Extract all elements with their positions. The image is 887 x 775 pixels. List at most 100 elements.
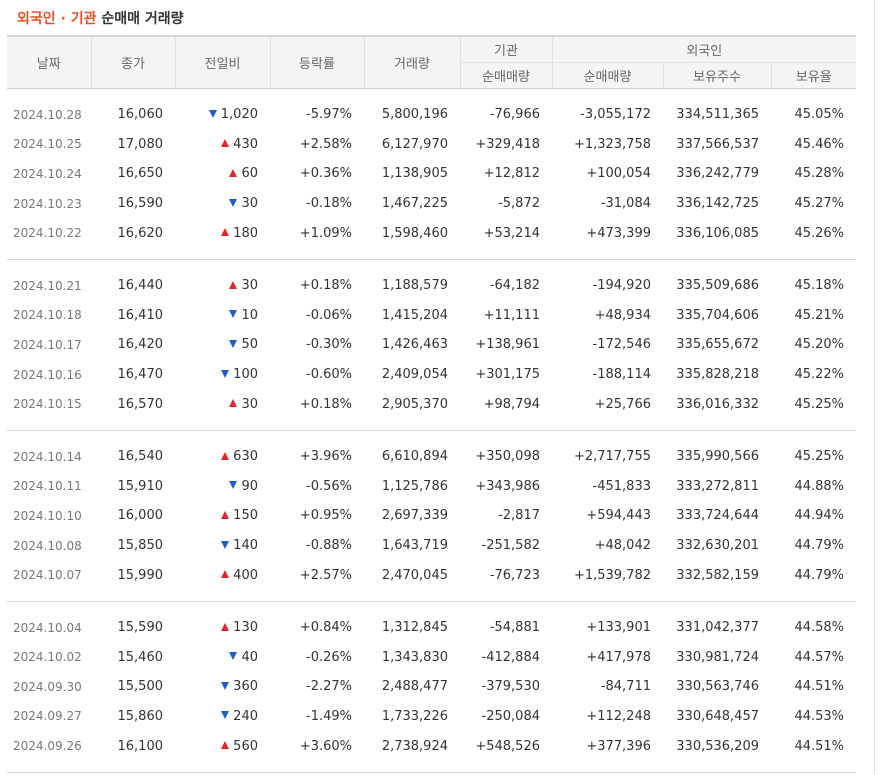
foreign-ratio-cell: 45.27% xyxy=(794,196,845,212)
group-divider xyxy=(7,772,857,773)
volume-cell: 2,409,054 xyxy=(381,367,448,383)
divider-cell xyxy=(7,772,857,773)
foreign-holdings-cell: 330,981,724 xyxy=(676,649,759,665)
institution-net-cell: +98,794 xyxy=(483,396,540,412)
date-cell: 2024.10.21 xyxy=(13,278,82,293)
rate-cell: +3.60% xyxy=(299,738,352,754)
change-cell: 10 xyxy=(175,301,270,331)
foreign-ratio-cell: 45.22% xyxy=(794,367,845,383)
close-cell: 15,850 xyxy=(117,538,164,554)
foreign-ratio-cell: 45.21% xyxy=(794,307,845,323)
table-row: 2024.10.10 16,000 150 +0.95% 2,697,339 -2,817… xyxy=(7,501,856,531)
arrow-up-icon xyxy=(221,741,230,750)
group-divider xyxy=(7,259,857,260)
foreign-holdings-cell: 336,242,779 xyxy=(676,166,759,182)
institution-net-cell: -76,966 xyxy=(489,107,540,123)
volume-cell: 2,738,924 xyxy=(381,738,448,754)
change-value: 10 xyxy=(241,307,258,323)
foreign-net-cell: +417,978 xyxy=(586,649,651,665)
change-value: 100 xyxy=(233,367,258,383)
change-cell: 240 xyxy=(175,702,270,732)
arrow-up-icon xyxy=(229,280,238,289)
institution-net-cell: +350,098 xyxy=(475,449,540,465)
close-cell: 15,460 xyxy=(117,649,164,665)
table-row: 2024.10.21 16,440 30 +0.18% 1,188,579 -64,182… xyxy=(7,271,856,301)
foreign-holdings-cell: 335,704,606 xyxy=(676,307,759,323)
close-cell: 16,410 xyxy=(117,307,164,323)
date-cell: 2024.09.26 xyxy=(13,739,82,754)
volume-cell: 1,312,845 xyxy=(381,620,448,636)
header-date: 날짜 xyxy=(7,35,91,89)
arrow-up-icon xyxy=(229,399,238,408)
rate-cell: +0.84% xyxy=(299,620,352,636)
volume-cell: 2,470,045 xyxy=(381,567,448,583)
arrow-up-icon xyxy=(221,510,230,519)
foreign-holdings-cell: 336,016,332 xyxy=(676,396,759,412)
section-title-rest: 순매매 거래량 xyxy=(101,11,184,27)
date-cell: 2024.10.10 xyxy=(13,508,82,523)
change-cell: 40 xyxy=(175,643,270,673)
rate-cell: +3.96% xyxy=(299,449,352,465)
institution-net-cell: -64,182 xyxy=(489,278,540,294)
table-row: 2024.10.02 15,460 40 -0.26% 1,343,830 -412,88… xyxy=(7,643,856,673)
change-value: 30 xyxy=(241,396,258,412)
date-cell: 2024.10.28 xyxy=(13,107,82,122)
arrow-up-icon xyxy=(221,139,230,148)
group-spacer xyxy=(7,431,856,442)
group-spacer xyxy=(7,248,856,260)
rate-cell: +1.09% xyxy=(299,225,352,241)
table-row: 2024.10.16 16,470 100 -0.60% 2,409,054 +301,1… xyxy=(7,360,856,390)
foreign-net-cell: +1,323,758 xyxy=(573,136,651,152)
foreign-net-cell: +48,934 xyxy=(594,307,651,323)
arrow-up-icon xyxy=(229,168,238,177)
rate-cell: +0.18% xyxy=(299,278,352,294)
arrow-down-icon xyxy=(221,681,230,690)
institution-net-cell: -76,723 xyxy=(489,567,540,583)
foreign-net-cell: +377,396 xyxy=(586,738,651,754)
volume-cell: 1,426,463 xyxy=(381,337,448,353)
change-cell: 100 xyxy=(175,360,270,390)
group-divider xyxy=(7,601,857,602)
volume-cell: 6,127,970 xyxy=(381,136,448,152)
volume-cell: 2,905,370 xyxy=(381,396,448,412)
change-value: 50 xyxy=(241,337,258,353)
foreign-ratio-cell: 45.05% xyxy=(794,107,845,123)
change-value: 30 xyxy=(241,196,258,212)
section-title-accent: 외국인 · 기관 xyxy=(17,11,97,27)
change-cell: 60 xyxy=(175,159,270,189)
institution-net-cell: +343,986 xyxy=(475,478,540,494)
arrow-down-icon xyxy=(221,369,230,378)
arrow-down-icon xyxy=(221,540,230,549)
date-cell: 2024.10.24 xyxy=(13,166,82,181)
close-cell: 16,060 xyxy=(117,107,164,123)
foreign-ratio-cell: 44.51% xyxy=(794,679,845,695)
rate-cell: -0.18% xyxy=(306,196,352,212)
foreign-net-cell: +48,042 xyxy=(594,538,651,554)
foreign-ratio-cell: 45.18% xyxy=(794,278,845,294)
foreign-net-cell: +1,539,782 xyxy=(573,567,651,583)
institution-net-cell: -379,530 xyxy=(481,679,540,695)
change-cell: 150 xyxy=(175,501,270,531)
header-institution-group: 기관 xyxy=(459,35,552,63)
spacer-cell xyxy=(7,260,856,271)
close-cell: 17,080 xyxy=(117,136,164,152)
change-cell: 130 xyxy=(175,613,270,643)
change-cell: 400 xyxy=(175,560,270,590)
foreign-net-cell: +112,248 xyxy=(586,708,651,724)
change-value: 1,020 xyxy=(220,107,258,123)
institution-net-cell: -54,881 xyxy=(489,620,540,636)
volume-cell: 1,415,204 xyxy=(381,307,448,323)
change-cell: 430 xyxy=(175,130,270,160)
change-value: 430 xyxy=(233,136,258,152)
rate-cell: -0.06% xyxy=(306,307,352,323)
close-cell: 16,590 xyxy=(117,196,164,212)
foreign-ratio-cell: 44.94% xyxy=(794,508,845,524)
table-row: 2024.10.24 16,650 60 +0.36% 1,138,905 +12,812… xyxy=(7,159,856,189)
rate-cell: -0.56% xyxy=(306,478,352,494)
rate-cell: -0.26% xyxy=(306,649,352,665)
rate-cell: +2.57% xyxy=(299,567,352,583)
volume-cell: 6,610,894 xyxy=(381,449,448,465)
spacer-cell xyxy=(7,419,856,431)
change-value: 360 xyxy=(233,679,258,695)
